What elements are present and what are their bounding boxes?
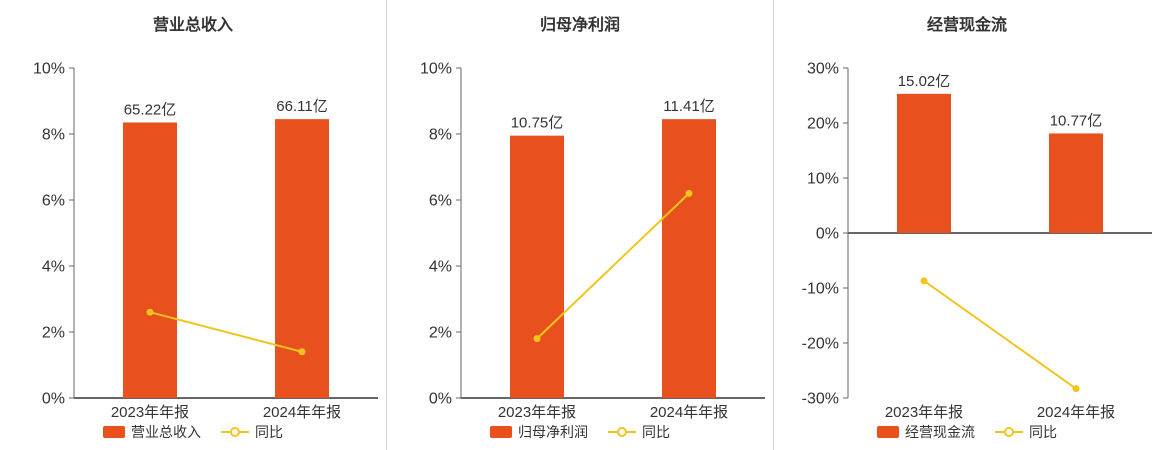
bar-series-swatch-icon xyxy=(877,426,899,438)
legend-label: 经营现金流 xyxy=(905,424,975,440)
svg-text:2%: 2% xyxy=(42,325,65,342)
chart-title-operating-cash-flow: 经营现金流 xyxy=(926,17,1007,34)
svg-text:0%: 0% xyxy=(816,226,839,243)
legend-item-bar-series: 营业总收入 xyxy=(103,422,201,442)
legend-item-yoy-series: 同比 xyxy=(608,422,670,442)
bar-series-swatch-icon xyxy=(490,426,512,438)
legend-item-yoy-series: 同比 xyxy=(995,422,1057,442)
line-series-marker-icon xyxy=(221,427,249,437)
operating-cash-flow-chart-plot: -30% -20% -10% 0% 10% 20% 30% 15.02亿 2023年年报 10.7… xyxy=(774,32,1160,422)
svg-text:10.75亿: 10.75亿 xyxy=(511,115,564,132)
chart-panel-operating-cash-flow: 经营现金流 -30% -20% -10% 0% 10% 20% 30% 15.02亿 2023年… xyxy=(773,0,1160,450)
svg-text:-30%: -30% xyxy=(802,391,839,408)
chart-panel-net-profit: 归母净利润 0% 2% 4% 6% 8% 10% 10.75亿 2023年年报 11.41亿 20… xyxy=(386,0,773,450)
legend-label: 归母净利润 xyxy=(518,424,588,440)
legend-label: 营业总收入 xyxy=(131,424,201,440)
line-marker-dot xyxy=(1004,427,1014,437)
chart-title-net-profit: 归母净利润 xyxy=(539,17,620,34)
legend-item-bar-series: 归母净利润 xyxy=(490,422,588,442)
legend-item-bar-series: 经营现金流 xyxy=(877,422,975,442)
svg-text:10%: 10% xyxy=(807,171,839,188)
svg-text:2024年年报: 2024年年报 xyxy=(1037,404,1115,421)
svg-text:15.02亿: 15.02亿 xyxy=(898,73,951,90)
svg-text:0%: 0% xyxy=(429,391,452,408)
chart-legend: 归母净利润 同比 xyxy=(387,422,773,450)
legend-item-yoy-series: 同比 xyxy=(221,422,283,442)
svg-text:4%: 4% xyxy=(42,259,65,276)
svg-text:6%: 6% xyxy=(42,193,65,210)
svg-text:4%: 4% xyxy=(429,259,452,276)
line-marker-dot xyxy=(617,427,627,437)
svg-text:65.22亿: 65.22亿 xyxy=(124,101,177,118)
line-marker-dot xyxy=(230,427,240,437)
svg-text:66.11亿: 66.11亿 xyxy=(276,98,327,115)
svg-text:11.41亿: 11.41亿 xyxy=(663,98,714,115)
chart-title-total-revenue: 营业总收入 xyxy=(152,17,233,34)
bar-series-swatch-icon xyxy=(103,426,125,438)
total-revenue-chart-plot: 0% 2% 4% 6% 8% 10% 65.22亿 2023年年报 66.11亿 2024年年报 xyxy=(0,32,386,422)
chart-legend: 营业总收入 同比 xyxy=(0,422,386,450)
svg-text:10%: 10% xyxy=(33,61,65,78)
net-profit-chart-plot: 0% 2% 4% 6% 8% 10% 10.75亿 2023年年报 11.41亿 2024年年报 xyxy=(387,32,773,422)
svg-text:2023年年报: 2023年年报 xyxy=(498,404,576,421)
svg-text:10%: 10% xyxy=(420,61,452,78)
line-series-marker-icon xyxy=(608,427,636,437)
svg-text:-20%: -20% xyxy=(802,336,839,353)
svg-text:6%: 6% xyxy=(429,193,452,210)
svg-text:8%: 8% xyxy=(429,127,452,144)
svg-text:2023年年报: 2023年年报 xyxy=(885,404,963,421)
legend-label: 同比 xyxy=(255,424,283,440)
svg-text:30%: 30% xyxy=(807,61,839,78)
svg-text:2024年年报: 2024年年报 xyxy=(650,404,728,421)
svg-text:20%: 20% xyxy=(807,116,839,133)
svg-text:2023年年报: 2023年年报 xyxy=(111,404,189,421)
svg-text:8%: 8% xyxy=(42,127,65,144)
chart-panel-total-revenue: 营业总收入 0% 2% 4% 6% 8% 10% 65.22亿 2023年年报 66.11亿 20… xyxy=(0,0,386,450)
svg-text:0%: 0% xyxy=(42,391,65,408)
chart-legend: 经营现金流 同比 xyxy=(774,422,1160,450)
svg-text:-10%: -10% xyxy=(802,281,839,298)
svg-text:2%: 2% xyxy=(429,325,452,342)
legend-label: 同比 xyxy=(1029,424,1057,440)
svg-text:10.77亿: 10.77亿 xyxy=(1050,112,1103,129)
svg-text:2024年年报: 2024年年报 xyxy=(263,404,341,421)
line-series-marker-icon xyxy=(995,427,1023,437)
legend-label: 同比 xyxy=(642,424,670,440)
